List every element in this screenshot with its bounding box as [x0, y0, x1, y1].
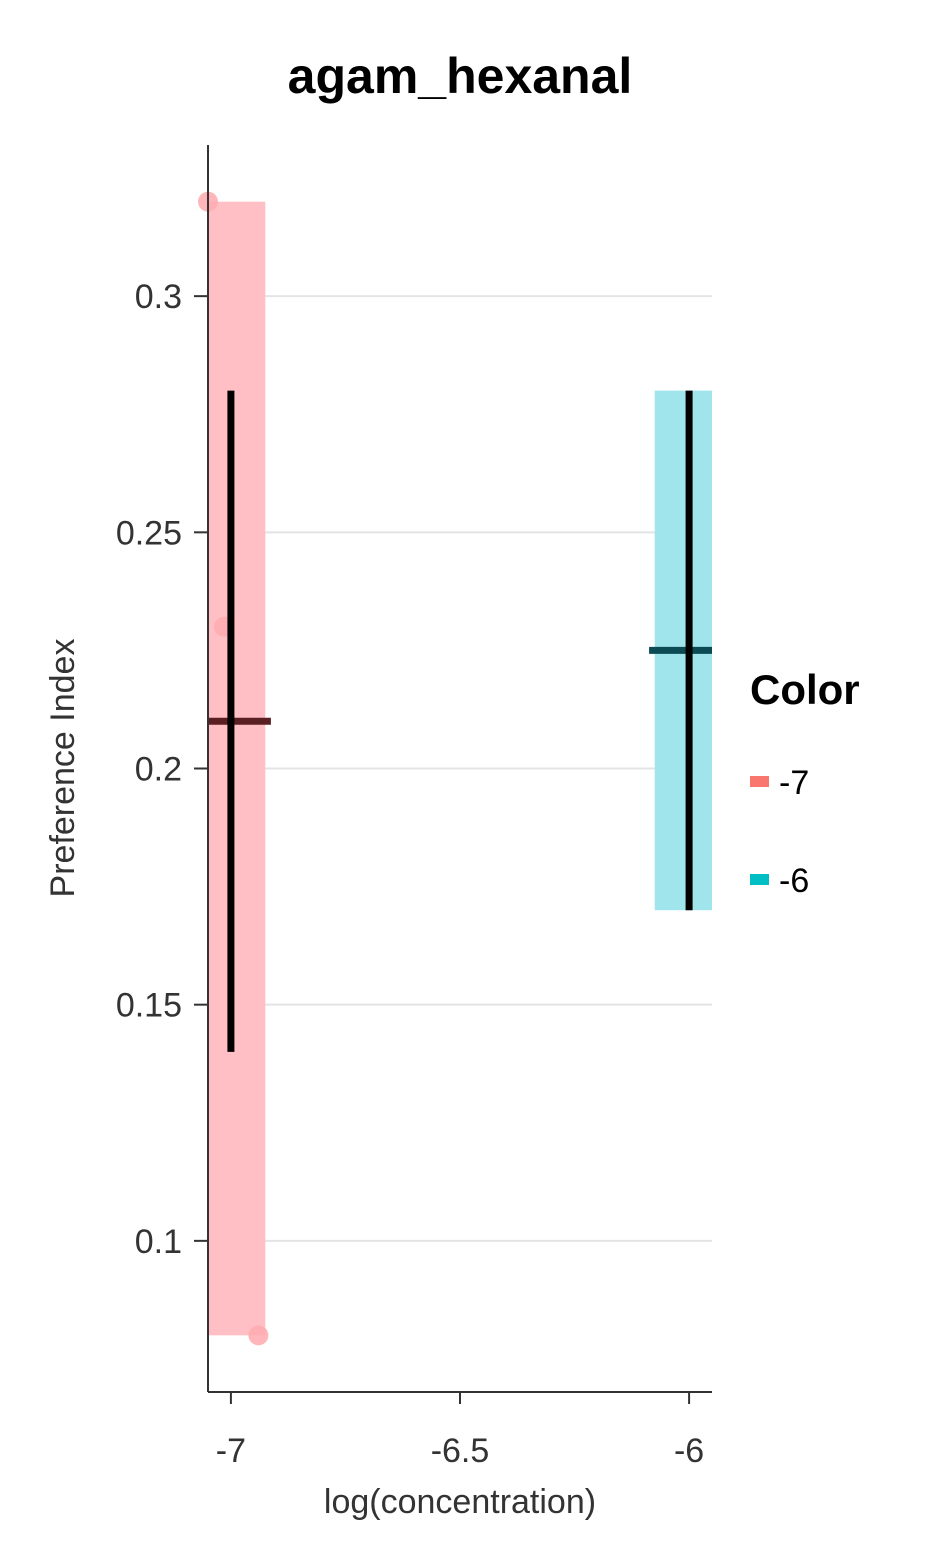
- x-ticks: -7 -6.5 -6: [216, 1392, 704, 1470]
- legend-label: -6: [779, 862, 809, 900]
- x-axis-label: log(concentration): [324, 1483, 596, 1521]
- x-tick-label: -7: [216, 1432, 246, 1470]
- y-tick-label: 0.2: [135, 751, 182, 789]
- y-ticks: 0.1 0.15 0.2 0.25 0.3: [116, 278, 208, 1261]
- y-tick-label: 0.1: [135, 1223, 182, 1261]
- chart-title: agam_hexanal: [288, 48, 633, 104]
- range-band: [208, 201, 266, 1336]
- legend-entries: -7 -6: [750, 764, 809, 900]
- gridlines: [208, 295, 712, 1242]
- legend-key: [750, 874, 769, 885]
- data-point: [248, 1325, 269, 1346]
- y-tick-label: 0.15: [116, 987, 182, 1025]
- legend: Color -7 -6: [750, 666, 860, 900]
- y-tick-label: 0.25: [116, 514, 182, 552]
- x-tick-label: -6.5: [431, 1432, 490, 1470]
- y-tick-label: 0.3: [135, 278, 182, 316]
- x-tick-label: -6: [674, 1432, 704, 1470]
- legend-key: [750, 776, 769, 787]
- legend-title: Color: [750, 666, 860, 713]
- legend-label: -7: [779, 764, 809, 802]
- y-axis-label: Preference Index: [44, 639, 82, 898]
- error-bars: [208, 390, 712, 1052]
